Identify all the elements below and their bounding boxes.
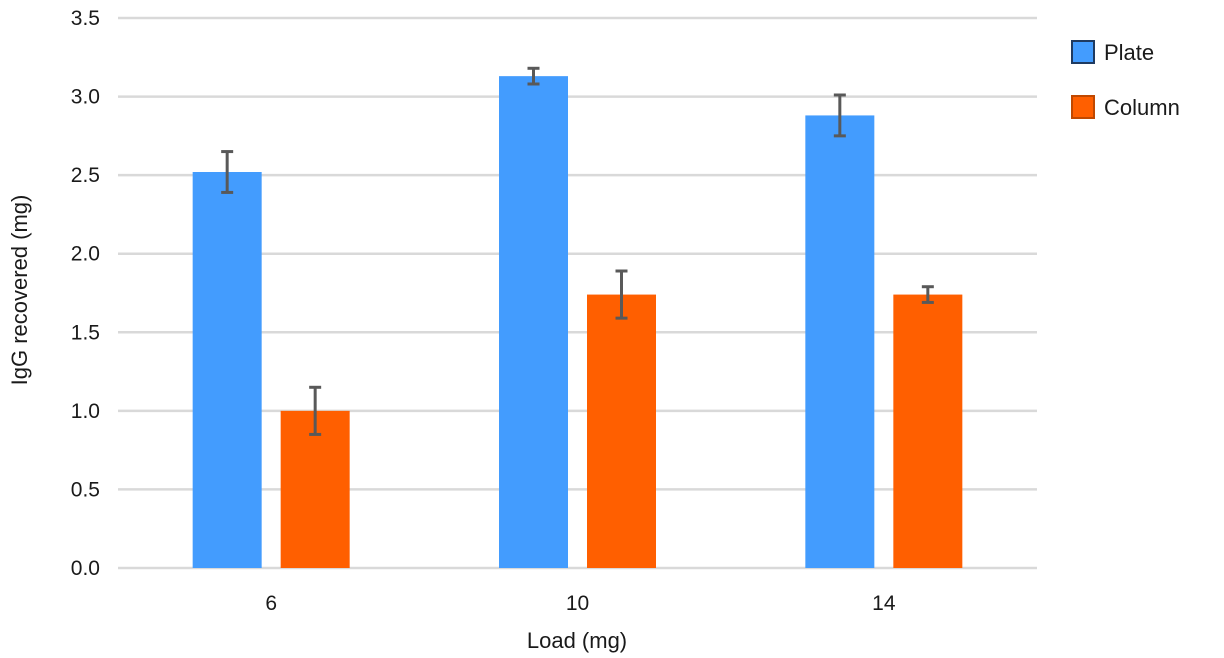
y-tick-label: 0.0 [71,557,100,580]
y-tick-label: 2.0 [71,243,100,266]
legend-item-column: Column [1071,95,1180,120]
y-axis-title: IgG recovered (mg) [7,195,32,386]
x-axis-ticks: 6 10 14 [265,592,896,615]
bar-plate-10 [499,76,568,569]
legend-label: Plate [1104,40,1154,65]
bar-column-10 [587,294,656,568]
gridlines [118,16,1037,570]
legend-item-plate: Plate [1071,40,1154,65]
bars [192,76,963,569]
bar-plate-6 [192,172,262,568]
y-axis-ticks: 0.0 0.5 1.0 1.5 2.0 2.5 3.0 3.5 [71,7,100,580]
legend-label: Column [1104,95,1180,120]
error-bar-column-6 [309,385,322,436]
legend-swatch [1071,40,1095,64]
y-tick-label: 1.0 [71,400,100,423]
y-tick-label: 0.5 [71,478,100,501]
y-tick-label: 3.5 [71,7,100,30]
x-axis-title: Load (mg) [527,628,627,653]
x-tick-label: 14 [872,592,896,615]
y-tick-label: 3.0 [71,86,100,109]
error-bar-column-10 [615,269,628,320]
y-tick-label: 1.5 [71,321,100,344]
bar-column-14 [893,294,963,568]
error-bar-plate-6 [221,150,234,194]
legend-swatch [1071,95,1095,119]
x-tick-label: 6 [265,592,277,615]
y-tick-label: 2.5 [71,164,100,187]
error-bar-plate-10 [527,66,540,86]
legend: Plate Column [1071,40,1180,120]
error-bar-plate-14 [833,93,846,138]
error-bar-column-14 [921,285,934,304]
x-tick-label: 10 [566,592,589,615]
error-bars [221,66,934,436]
bar-plate-14 [805,115,875,568]
bar-column-6 [280,410,350,568]
